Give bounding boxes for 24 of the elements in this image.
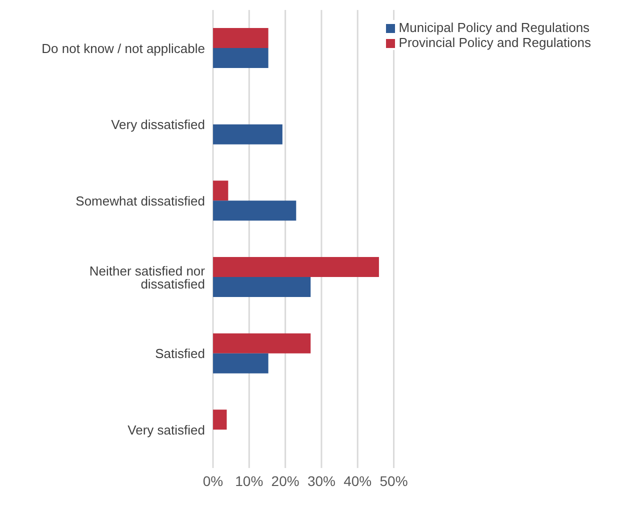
y-tick-label: Very dissatisfied: [111, 117, 205, 132]
legend-label: Provincial Policy and Regulations: [398, 35, 591, 50]
x-tick-label: 10%: [235, 472, 264, 489]
bar: [213, 410, 227, 430]
y-tick-label: Very satisfied: [128, 422, 205, 438]
x-tick-label: 50%: [380, 472, 408, 489]
bar: [213, 180, 228, 201]
y-tick-label: Do not know / not applicable: [42, 40, 205, 56]
x-tick-label: 40%: [344, 472, 372, 489]
y-tick-label: Neither satisfied nor dissatisfied: [89, 263, 206, 292]
y-tick-label: Somewhat dissatisfied: [76, 193, 205, 208]
x-tick-label: 20%: [271, 472, 300, 489]
bar: [213, 277, 311, 297]
bar: [213, 200, 296, 221]
legend-label: Municipal Policy and Regulations: [398, 20, 590, 35]
x-tick-label: 30%: [307, 472, 336, 489]
bar: [213, 124, 282, 144]
bar: [213, 257, 379, 277]
x-tick-label: 0%: [202, 472, 224, 489]
bar: [213, 28, 268, 48]
y-tick-label: Satisfied: [155, 346, 205, 362]
bar: [213, 333, 311, 354]
bar: [213, 48, 268, 68]
bar: [213, 353, 268, 374]
